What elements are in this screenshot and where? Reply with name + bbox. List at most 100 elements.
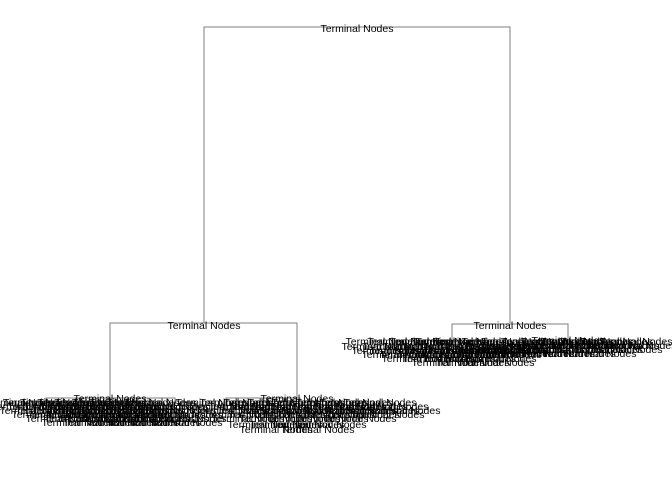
leaf-label: Terminal Nodes <box>379 349 452 361</box>
leaf-label: Terminal Nodes <box>600 336 672 348</box>
left-left-node-label: Terminal Nodes <box>74 393 147 405</box>
leaf-label: Terminal Nodes <box>335 401 408 413</box>
leaf-label: Terminal Nodes <box>12 409 85 421</box>
leaf-label: Terminal Nodes <box>248 397 321 409</box>
leaf-label: Terminal Nodes <box>346 405 419 417</box>
leaf-label: Terminal Nodes <box>128 405 201 417</box>
leaf-label: Terminal Nodes <box>451 349 524 361</box>
leaf-label: Terminal Nodes <box>464 340 537 352</box>
leaf-label: Terminal Nodes <box>320 397 393 409</box>
leaf-label: Terminal Nodes <box>302 409 375 421</box>
leaf-label: Terminal Nodes <box>200 397 273 409</box>
leaf-label: Terminal Nodes <box>356 401 429 413</box>
leaf-label: Terminal Nodes <box>56 401 129 413</box>
leaf-label: Terminal Nodes <box>135 413 208 425</box>
leaf-label: Terminal Nodes <box>37 397 110 409</box>
leaf-label: Terminal Nodes <box>437 357 510 369</box>
leaf-label: Terminal Nodes <box>3 397 76 409</box>
leaf-label: Terminal Nodes <box>543 348 616 360</box>
leaf-label: Terminal Nodes <box>40 401 113 413</box>
leaf-label: Terminal Nodes <box>224 397 297 409</box>
leaf-label: Terminal Nodes <box>362 349 435 361</box>
leaf-label: Terminal Nodes <box>150 409 223 421</box>
leaf-label: Terminal Nodes <box>560 336 633 348</box>
leaf-label: Terminal Nodes <box>590 344 663 356</box>
leaf-label: Terminal Nodes <box>551 344 624 356</box>
leaf-label: Terminal Nodes <box>240 424 313 436</box>
leaf-label: Terminal Nodes <box>115 409 188 421</box>
right-left-node-label: Terminal Nodes <box>416 336 489 348</box>
leaf-label: Terminal Nodes <box>293 401 366 413</box>
leaf-label: Terminal Nodes <box>99 413 172 425</box>
leaf-label: Terminal Nodes <box>403 341 476 353</box>
leaf-label: Terminal Nodes <box>521 336 594 348</box>
leaf-label: Terminal Nodes <box>294 419 367 431</box>
leaf-label: Terminal Nodes <box>0 397 58 409</box>
leaf-label: Terminal Nodes <box>462 357 535 369</box>
leaf-label: Terminal Nodes <box>117 413 190 425</box>
leaf-label: Terminal Nodes <box>55 397 128 409</box>
leaf-label: Terminal Nodes <box>405 345 478 357</box>
leaf-label: Terminal Nodes <box>382 341 455 353</box>
leaf-label: Terminal Nodes <box>8 401 81 413</box>
leaf-label: Terminal Nodes <box>64 405 137 417</box>
leaf-label: Terminal Nodes <box>63 417 136 429</box>
root-branch <box>203 26 511 323</box>
leaf-label: Terminal Nodes <box>120 401 193 413</box>
leaf-label: Terminal Nodes <box>29 409 102 421</box>
leaf-label: Terminal Nodes <box>415 349 488 361</box>
leaf-label: Terminal Nodes <box>80 405 153 417</box>
leaf-label: Terminal Nodes <box>144 405 217 417</box>
right-right-node-label: Terminal Nodes <box>532 335 605 347</box>
leaf-label: Terminal Nodes <box>433 349 506 361</box>
root-node-label: Terminal Nodes <box>321 23 394 35</box>
leaf-label: Terminal Nodes <box>128 417 201 429</box>
leaf-label: Terminal Nodes <box>272 401 345 413</box>
leaf-label: Terminal Nodes <box>124 397 197 409</box>
leaf-label: Terminal Nodes <box>251 401 324 413</box>
leaf-label: Terminal Nodes <box>480 348 553 360</box>
leaf-label: Terminal Nodes <box>240 413 313 425</box>
leaf-label: Terminal Nodes <box>397 349 470 361</box>
leaf-label: Terminal Nodes <box>0 405 72 417</box>
leaf-label: Terminal Nodes <box>85 417 158 429</box>
leaf-label: Terminal Nodes <box>473 344 546 356</box>
leaf-label: Terminal Nodes <box>501 348 574 360</box>
leaf-label: Terminal Nodes <box>423 353 496 365</box>
leaf-label: Terminal Nodes <box>492 344 565 356</box>
leaf-label: Terminal Nodes <box>580 336 653 348</box>
leaf-label: Terminal Nodes <box>112 405 185 417</box>
leaf-label: Terminal Nodes <box>324 413 397 425</box>
leaf-label: Terminal Nodes <box>89 397 162 409</box>
leaf-label: Terminal Nodes <box>481 340 554 352</box>
leaf-label: Terminal Nodes <box>250 419 323 431</box>
leaf-label: Terminal Nodes <box>499 340 572 352</box>
leaf-label: Terminal Nodes <box>81 409 154 421</box>
leaf-label: Terminal Nodes <box>282 424 355 436</box>
leaf-label: Terminal Nodes <box>196 405 269 417</box>
left-node-label: Terminal Nodes <box>168 320 241 332</box>
leaf-label: Terminal Nodes <box>402 353 475 365</box>
leaf-label: Terminal Nodes <box>44 413 117 425</box>
leaf-label: Terminal Nodes <box>346 336 419 348</box>
leaf-label: Terminal Nodes <box>63 409 136 421</box>
leaf-label: Terminal Nodes <box>412 357 485 369</box>
leaf-label: Terminal Nodes <box>458 345 531 357</box>
leaf-label: Terminal Nodes <box>443 353 516 365</box>
left-branch <box>109 322 298 398</box>
leaf-label: Terminal Nodes <box>260 405 333 417</box>
leaf-label: Terminal Nodes <box>460 348 533 360</box>
leaf-label: Terminal Nodes <box>106 397 179 409</box>
leaf-label: Terminal Nodes <box>325 405 398 417</box>
leaf-label: Terminal Nodes <box>106 417 179 429</box>
leaf-label: Terminal Nodes <box>570 344 643 356</box>
leaf-label: Terminal Nodes <box>440 345 513 357</box>
leaf-label: Terminal Nodes <box>464 353 537 365</box>
leaf-label: Terminal Nodes <box>272 419 345 431</box>
leaf-label: Terminal Nodes <box>344 397 417 409</box>
leaf-label: Terminal Nodes <box>586 340 659 352</box>
